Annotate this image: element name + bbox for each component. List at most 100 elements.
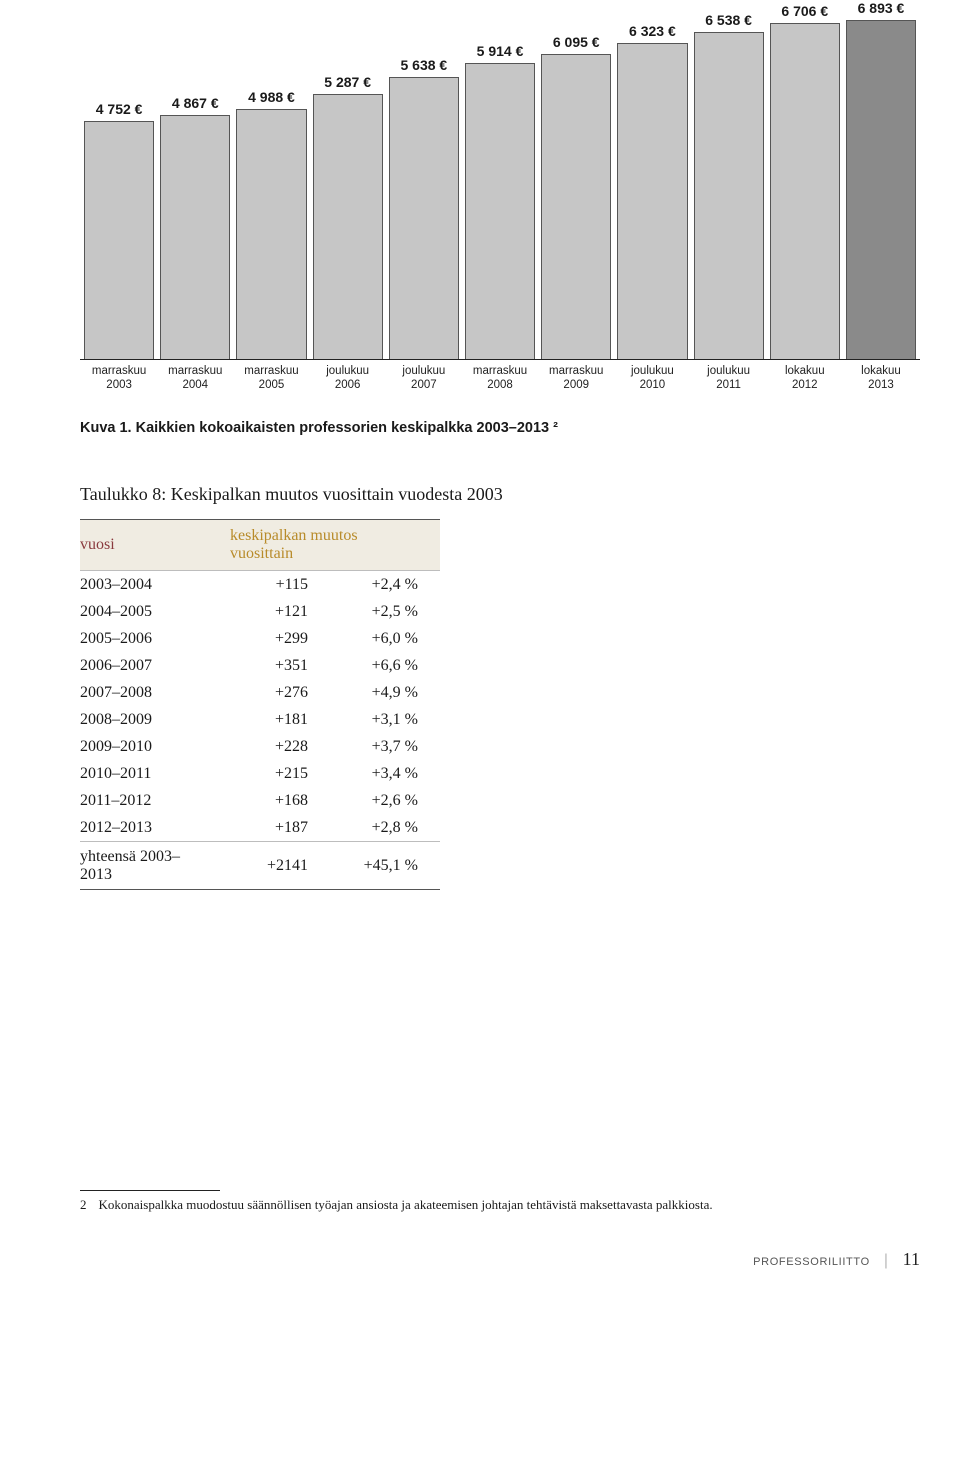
bar — [236, 109, 306, 359]
bar-value-label: 5 638 € — [400, 57, 447, 73]
bar — [389, 77, 459, 359]
table-header-year: vuosi — [80, 520, 230, 571]
table-cell: +2,6 % — [330, 787, 440, 814]
bar-value-label: 6 893 € — [858, 0, 905, 16]
table-cell: +4,9 % — [330, 679, 440, 706]
table-cell: 2009–2010 — [80, 733, 230, 760]
table-cell: 2011–2012 — [80, 787, 230, 814]
table-cell: +6,6 % — [330, 652, 440, 679]
page-number: 11 — [903, 1249, 920, 1270]
bar — [465, 63, 535, 359]
table-row: 2009–2010+228+3,7 % — [80, 733, 440, 760]
bar-col: 4 752 € — [84, 0, 154, 359]
footer-separator: | — [884, 1252, 889, 1270]
bar-col: 5 287 € — [313, 0, 383, 359]
table-cell: 2004–2005 — [80, 598, 230, 625]
table-cell: +2141 — [230, 842, 330, 890]
table-cell: +187 — [230, 814, 330, 842]
table-cell: +3,7 % — [330, 733, 440, 760]
bar-col: 4 988 € — [236, 0, 306, 359]
footnote-text: Kokonaispalkka muodostuu säännöllisen ty… — [99, 1197, 713, 1213]
table-row: 2010–2011+215+3,4 % — [80, 760, 440, 787]
bar-col: 6 095 € — [541, 0, 611, 359]
bar-value-label: 4 867 € — [172, 95, 219, 111]
table-cell: +115 — [230, 571, 330, 599]
table-cell: +121 — [230, 598, 330, 625]
table-cell: +3,1 % — [330, 706, 440, 733]
salary-bar-chart: 4 752 € 4 867 € 4 988 € 5 287 € 5 638 € 5 914… — [80, 0, 920, 390]
x-axis-label: joulukuu2007 — [389, 364, 459, 393]
table-row: 2012–2013+187+2,8 % — [80, 814, 440, 842]
x-axis-label: marraskuu2009 — [541, 364, 611, 393]
bar — [541, 54, 611, 359]
bar-col: 4 867 € — [160, 0, 230, 359]
bar — [617, 43, 687, 359]
table-cell: +2,5 % — [330, 598, 440, 625]
table-cell: +299 — [230, 625, 330, 652]
bar-value-label: 6 323 € — [629, 23, 676, 39]
table-cell: 2007–2008 — [80, 679, 230, 706]
table-row: 2004–2005+121+2,5 % — [80, 598, 440, 625]
salary-change-table: vuosikeskipalkan muutos vuosittain 2003–… — [80, 519, 440, 890]
bar — [84, 121, 154, 359]
table-cell: +276 — [230, 679, 330, 706]
bar — [313, 94, 383, 359]
bar-value-label: 5 287 € — [324, 74, 371, 90]
bar-col: 6 893 € — [846, 0, 916, 359]
bar — [770, 23, 840, 359]
table-cell: 2006–2007 — [80, 652, 230, 679]
table-row: 2007–2008+276+4,9 % — [80, 679, 440, 706]
bar-col: 6 706 € — [770, 0, 840, 359]
table-header-change: keskipalkan muutos vuosittain — [230, 520, 440, 571]
bar — [846, 20, 916, 359]
table-cell: +228 — [230, 733, 330, 760]
bar-col: 5 638 € — [389, 0, 459, 359]
bar-value-label: 6 538 € — [705, 12, 752, 28]
table-cell: +2,4 % — [330, 571, 440, 599]
footnote-separator — [80, 1190, 220, 1191]
x-axis-label: lokakuu2013 — [846, 364, 916, 393]
table-cell: 2005–2006 — [80, 625, 230, 652]
table-cell: +351 — [230, 652, 330, 679]
footnote-number: 2 — [80, 1197, 87, 1213]
table-row: 2011–2012+168+2,6 % — [80, 787, 440, 814]
table-cell: +168 — [230, 787, 330, 814]
table-cell: +2,8 % — [330, 814, 440, 842]
bar-col: 5 914 € — [465, 0, 535, 359]
table-cell: 2010–2011 — [80, 760, 230, 787]
bar-value-label: 6 706 € — [781, 3, 828, 19]
bar-value-label: 4 988 € — [248, 89, 295, 105]
bar — [160, 115, 230, 359]
x-axis-label: marraskuu2005 — [236, 364, 306, 393]
figure-caption: Kuva 1. Kaikkien kokoaikaisten professor… — [80, 420, 920, 436]
x-axis-label: marraskuu2008 — [465, 364, 535, 393]
table-cell: 2012–2013 — [80, 814, 230, 842]
table-title: Taulukko 8: Keskipalkan muutos vuosittai… — [80, 484, 920, 505]
x-axis-label: joulukuu2010 — [617, 364, 687, 393]
bar-value-label: 5 914 € — [477, 43, 524, 59]
bar — [694, 32, 764, 359]
table-row: 2003–2004+115+2,4 % — [80, 571, 440, 599]
table-cell: +6,0 % — [330, 625, 440, 652]
bar-col: 6 323 € — [617, 0, 687, 359]
x-axis-label: marraskuu2004 — [160, 364, 230, 393]
bar-value-label: 6 095 € — [553, 34, 600, 50]
x-axis-label: lokakuu2012 — [770, 364, 840, 393]
bar-value-label: 4 752 € — [96, 101, 143, 117]
table-row: 2005–2006+299+6,0 % — [80, 625, 440, 652]
bar-col: 6 538 € — [694, 0, 764, 359]
table-cell: +3,4 % — [330, 760, 440, 787]
footnote: 2 Kokonaispalkka muodostuu säännöllisen … — [80, 1197, 920, 1213]
x-axis-label: marraskuu2003 — [84, 364, 154, 393]
table-row: 2008–2009+181+3,1 % — [80, 706, 440, 733]
table-total-row: yhteensä 2003–2013+2141+45,1 % — [80, 842, 440, 890]
x-axis-label: joulukuu2006 — [313, 364, 383, 393]
table-cell: 2003–2004 — [80, 571, 230, 599]
table-cell: +45,1 % — [330, 842, 440, 890]
table-cell: yhteensä 2003–2013 — [80, 842, 230, 890]
table-row: 2006–2007+351+6,6 % — [80, 652, 440, 679]
table-cell: +215 — [230, 760, 330, 787]
table-cell: +181 — [230, 706, 330, 733]
table-cell: 2008–2009 — [80, 706, 230, 733]
footer-org: PROFESSORILIITTO — [753, 1256, 870, 1268]
